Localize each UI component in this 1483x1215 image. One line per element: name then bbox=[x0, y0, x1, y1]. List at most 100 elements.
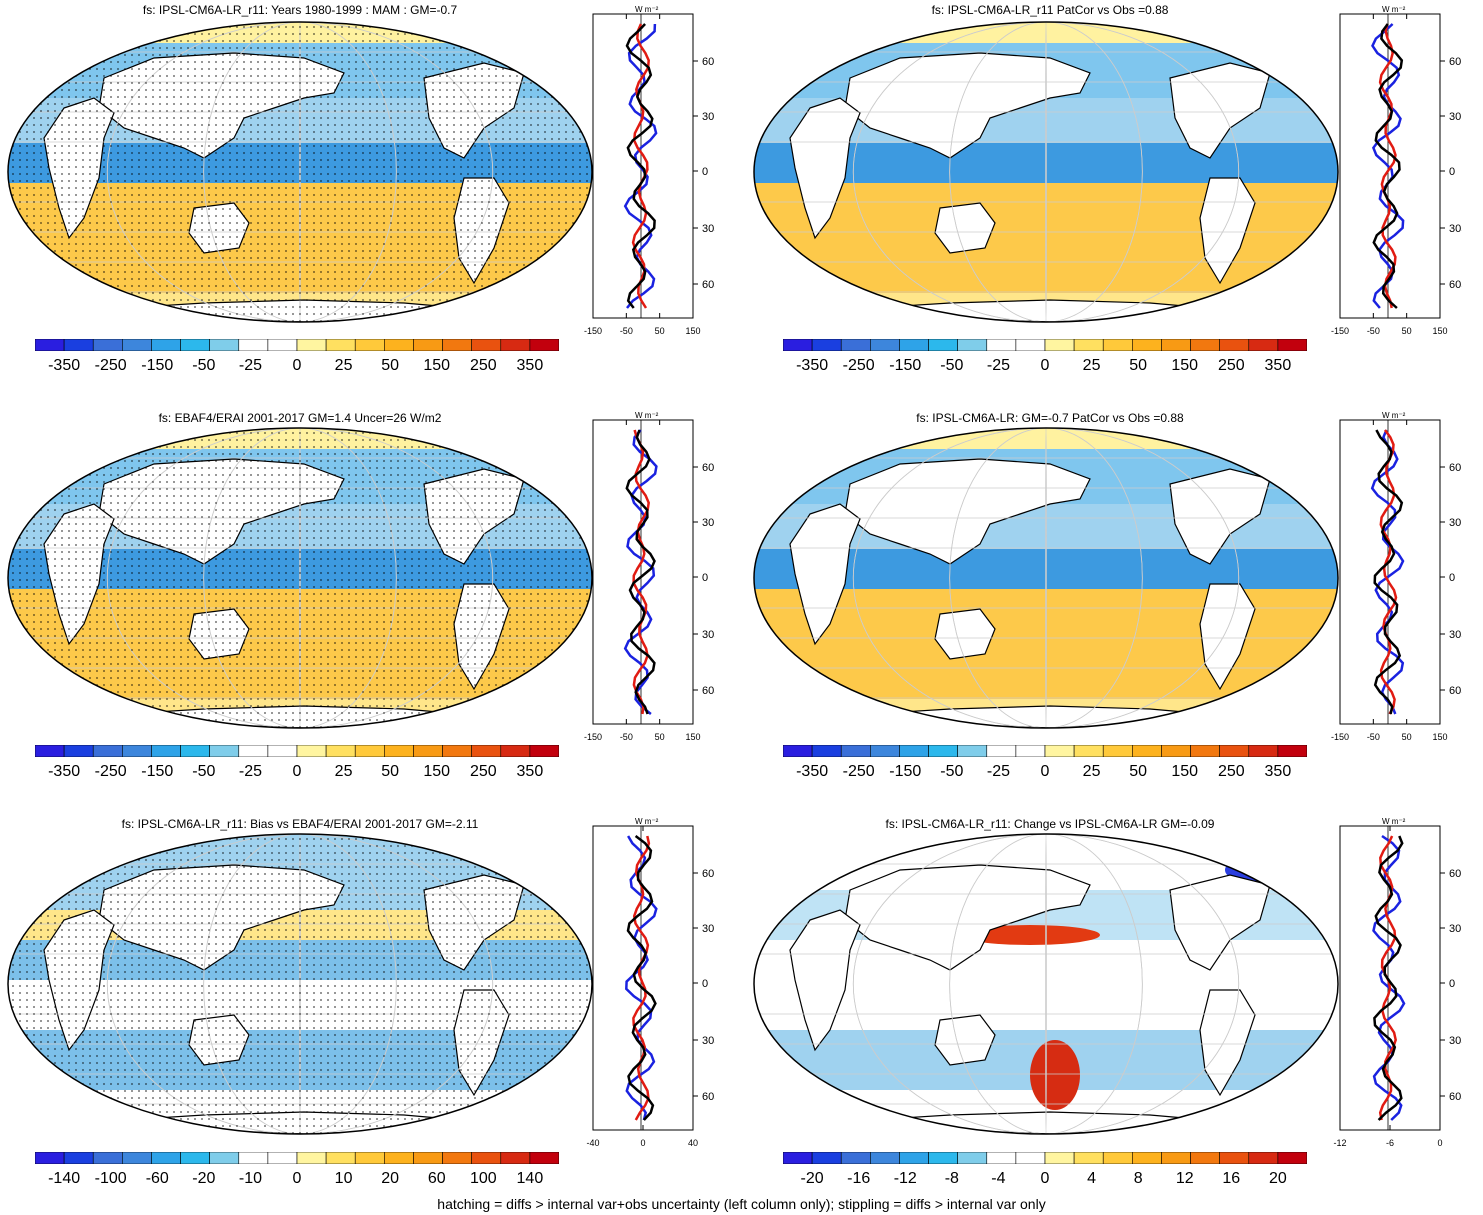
profile-tick-label: 150 bbox=[1432, 732, 1447, 742]
colorbar-tick-label: 12 bbox=[1175, 1170, 1194, 1187]
colorbar-tick-label: 50 bbox=[1129, 357, 1148, 374]
latitude-label: 60N bbox=[1449, 868, 1462, 880]
colorbar-swatch bbox=[296, 745, 327, 757]
colorbar-swatch bbox=[151, 745, 181, 757]
colorbar-2 bbox=[783, 339, 1307, 351]
colorbar-tick-label: -100 bbox=[94, 1170, 127, 1187]
profile-tick-label: -150 bbox=[1331, 732, 1349, 742]
colorbar-swatch bbox=[957, 339, 988, 351]
colorbar-swatch bbox=[811, 339, 842, 351]
latitude-label: 60S bbox=[702, 685, 715, 697]
colorbar-5 bbox=[35, 1152, 559, 1164]
colorbar-swatch bbox=[35, 339, 65, 351]
colorbar-swatch bbox=[413, 1152, 443, 1164]
profile-series-line bbox=[1372, 23, 1404, 309]
colorbar-swatch bbox=[1044, 745, 1075, 757]
colorbar-swatch bbox=[811, 1152, 842, 1164]
colorbar-swatch bbox=[928, 1152, 958, 1164]
colorbar-tick-label: 250 bbox=[469, 357, 497, 374]
colorbar-tick-label: 350 bbox=[1264, 763, 1292, 780]
colorbar-swatch bbox=[986, 745, 1017, 757]
colorbar-swatch bbox=[529, 339, 559, 351]
colorbar-tick-label: -350 bbox=[796, 763, 829, 780]
colorbar-swatch bbox=[267, 339, 298, 351]
profile-tick-label: -50 bbox=[1367, 732, 1380, 742]
colorbar-swatch bbox=[870, 339, 900, 351]
colorbar-swatch bbox=[325, 1152, 356, 1164]
colorbar-tick-label: -140 bbox=[48, 1170, 81, 1187]
colorbar-swatch bbox=[529, 1152, 559, 1164]
colorbar-swatch bbox=[1190, 1152, 1220, 1164]
colorbar-swatch bbox=[811, 745, 842, 757]
colorbar-tick-label: 150 bbox=[1171, 763, 1199, 780]
colorbar-swatch bbox=[92, 339, 123, 351]
profile-series-line bbox=[631, 23, 650, 309]
colorbar-swatch bbox=[870, 1152, 900, 1164]
colorbar-swatch bbox=[209, 339, 240, 351]
latitude-label: 30N bbox=[702, 517, 715, 529]
colorbar-swatch bbox=[63, 745, 94, 757]
colorbar-swatch bbox=[354, 745, 385, 757]
colorbar-tick-label: 20 bbox=[381, 1170, 400, 1187]
profile-tick-label: -50 bbox=[620, 326, 633, 336]
colorbar-tick-label: 150 bbox=[1171, 357, 1199, 374]
colorbar-swatch bbox=[92, 1152, 123, 1164]
colorbar-swatch bbox=[1073, 339, 1104, 351]
colorbar-tick-label: -16 bbox=[847, 1170, 871, 1187]
latitude-label: 0 bbox=[1449, 166, 1455, 178]
colorbar-tick-label: -350 bbox=[796, 357, 829, 374]
colorbar-swatch bbox=[1073, 745, 1104, 757]
colorbar-swatch bbox=[296, 339, 327, 351]
colorbar-3 bbox=[35, 745, 559, 757]
colorbar-swatch bbox=[783, 1152, 813, 1164]
profile-series-line bbox=[1373, 835, 1404, 1121]
profile-series-line bbox=[625, 429, 656, 715]
zonal-profile-2: W m⁻² 60N 30N 0 30S 60S -150 -50 50 150 bbox=[1331, 5, 1462, 336]
colorbar-tick-label: -60 bbox=[145, 1170, 169, 1187]
colorbar-tick-label: 0 bbox=[1040, 1170, 1050, 1187]
colorbar-tick-label: 100 bbox=[469, 1170, 497, 1187]
colorbar-swatch bbox=[151, 339, 181, 351]
colorbar-tick-label: 0 bbox=[292, 763, 302, 780]
latitude-label: 30N bbox=[1449, 923, 1462, 935]
colorbar-tick-label: -25 bbox=[238, 763, 262, 780]
latitude-label: 30N bbox=[702, 923, 715, 935]
colorbar-swatch bbox=[899, 339, 929, 351]
colorbar-swatch bbox=[92, 745, 123, 757]
profile-tick-label: -150 bbox=[584, 326, 602, 336]
colorbar-swatch bbox=[1073, 1152, 1104, 1164]
colorbar-swatch bbox=[442, 1152, 472, 1164]
colorbar-tick-label: -20 bbox=[800, 1170, 824, 1187]
colorbar-tick-label: 250 bbox=[469, 763, 497, 780]
colorbar-tick-label: 150 bbox=[423, 763, 451, 780]
world-map-2 bbox=[753, 21, 1339, 323]
colorbar-swatch bbox=[1219, 339, 1250, 351]
colorbar-tick-label: -50 bbox=[192, 763, 216, 780]
colorbar-swatch bbox=[1161, 339, 1191, 351]
colorbar-tick-label: -250 bbox=[94, 763, 127, 780]
zonal-profile-6: W m⁻² 60N 30N 0 30S 60S -12 -6 0 bbox=[1333, 817, 1462, 1148]
colorbar-tick-label: 50 bbox=[1129, 763, 1148, 780]
panel-title-1: fs: IPSL-CM6A-LR_r11: Years 1980-1999 : … bbox=[142, 3, 458, 17]
profile-tick-label: -150 bbox=[1331, 326, 1349, 336]
colorbar-swatch bbox=[1219, 745, 1250, 757]
colorbar-tick-label: -4 bbox=[991, 1170, 1006, 1187]
colorbar-tick-label: -250 bbox=[842, 763, 875, 780]
profile-tick-label: 0 bbox=[1437, 1138, 1442, 1148]
colorbar-tick-label: 350 bbox=[516, 763, 544, 780]
colorbar-swatch bbox=[384, 1152, 414, 1164]
colorbar-swatch bbox=[529, 745, 559, 757]
colorbar-swatch bbox=[267, 745, 298, 757]
colorbar-swatch bbox=[180, 339, 210, 351]
profile-unit-label: W m⁻² bbox=[1382, 5, 1406, 14]
profile-unit-label: W m⁻² bbox=[635, 411, 659, 420]
panel-title-4: fs: IPSL-CM6A-LR: GM=-0.7 PatCor vs Obs … bbox=[916, 411, 1184, 425]
colorbar-tick-label: 250 bbox=[1217, 357, 1245, 374]
latitude-label: 30S bbox=[702, 223, 715, 235]
colorbar-swatch bbox=[1015, 339, 1046, 351]
latitude-label: 60N bbox=[702, 56, 715, 68]
colorbar-tick-label: -150 bbox=[889, 357, 922, 374]
colorbar-swatch bbox=[442, 339, 472, 351]
profile-tick-label: -50 bbox=[620, 732, 633, 742]
colorbar-tick-label: 0 bbox=[292, 1170, 302, 1187]
